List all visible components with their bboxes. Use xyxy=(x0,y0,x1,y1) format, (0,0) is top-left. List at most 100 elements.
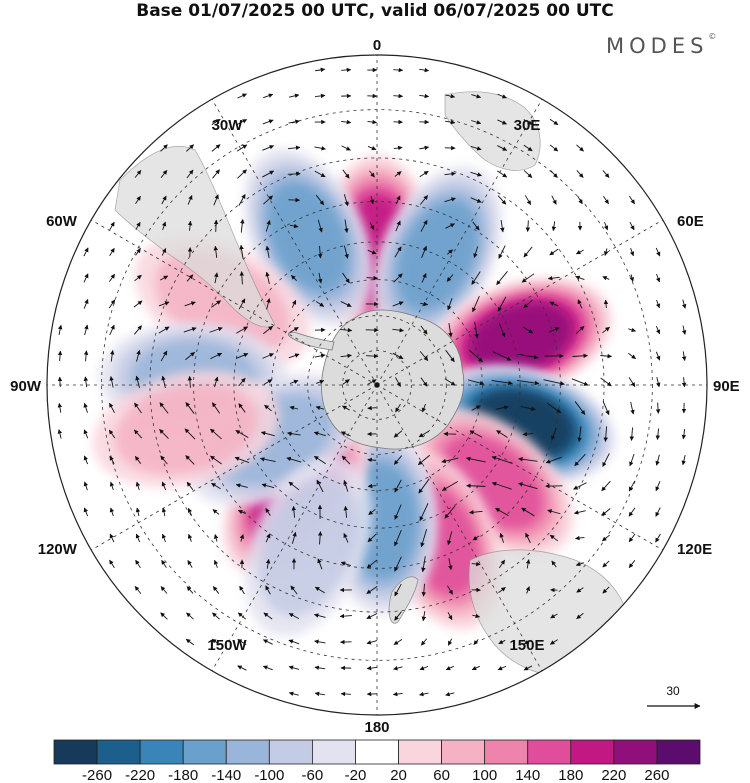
wind-vector xyxy=(135,248,141,256)
wind-vector xyxy=(394,171,402,177)
wind-vector xyxy=(421,583,427,597)
wind-vector xyxy=(575,325,585,335)
wind-vector xyxy=(602,586,610,594)
wind-vector xyxy=(57,402,63,413)
wind-vector xyxy=(545,456,562,464)
wind-vector xyxy=(469,510,483,515)
wind-vector xyxy=(109,481,115,491)
wind-vector xyxy=(286,456,302,463)
wind-vector xyxy=(160,612,168,620)
wind-vector xyxy=(287,145,301,150)
wind-vector xyxy=(187,375,193,388)
wind-vector xyxy=(134,274,142,282)
wind-vector xyxy=(576,144,584,152)
wind-vector xyxy=(601,534,610,542)
wind-vector xyxy=(471,561,481,567)
wind-vector xyxy=(495,507,509,517)
wind-vector xyxy=(393,145,403,151)
wind-vector xyxy=(187,507,193,516)
wind-vector xyxy=(549,248,559,256)
wind-vector xyxy=(134,170,142,178)
wind-vector xyxy=(491,455,513,464)
wind-vector xyxy=(213,559,219,568)
wind-vector xyxy=(83,376,89,388)
wind-vector xyxy=(421,273,427,283)
wind-vector xyxy=(342,169,350,179)
latitude-circle xyxy=(307,315,447,455)
wind-vector xyxy=(237,665,247,671)
colorbar-label: 20 xyxy=(390,767,407,783)
wind-vector xyxy=(286,431,301,436)
colorbar-swatch xyxy=(268,739,313,765)
wind-vector xyxy=(134,402,142,414)
longitude-label: 150E xyxy=(509,637,544,654)
wind-vector xyxy=(472,221,480,231)
wind-vector xyxy=(548,327,560,333)
wind-vector xyxy=(212,509,220,515)
wind-vector xyxy=(471,405,481,411)
latitude-circle xyxy=(342,350,412,420)
wind-vector xyxy=(161,507,167,517)
wind-vector xyxy=(518,482,538,490)
wind-vector xyxy=(367,249,377,255)
longitude-label: 90E xyxy=(713,378,740,395)
wind-vector xyxy=(524,639,532,645)
longitude-label: 30W xyxy=(212,117,244,134)
wind-vector xyxy=(628,480,636,492)
wind-vector xyxy=(500,220,505,233)
wind-vector xyxy=(420,638,428,646)
wind-vector xyxy=(262,639,273,645)
wind-vector xyxy=(187,220,193,231)
wind-vector xyxy=(497,170,508,178)
meridian-line xyxy=(211,384,378,671)
wind-vector xyxy=(602,560,610,568)
wind-vector xyxy=(395,377,401,388)
wind-vector xyxy=(235,429,249,439)
wind-vector xyxy=(393,665,403,671)
wind-vector xyxy=(342,379,350,385)
wind-vector xyxy=(135,507,141,517)
wind-vector xyxy=(577,426,582,443)
wind-vector xyxy=(211,144,221,152)
wind-vector xyxy=(83,429,89,439)
wind-vector xyxy=(367,533,377,543)
wind-vector xyxy=(471,271,481,285)
wind-vector xyxy=(109,559,115,569)
wind-vector xyxy=(239,244,244,259)
wind-vector xyxy=(136,349,141,362)
wind-vector xyxy=(523,299,533,309)
wind-vector xyxy=(367,119,377,125)
wind-vector xyxy=(392,327,405,333)
wind-vector xyxy=(601,508,611,516)
wind-vector xyxy=(471,120,482,125)
wind-vector xyxy=(211,482,221,490)
wind-vector xyxy=(550,613,558,619)
wind-vector xyxy=(158,301,170,307)
wind-vector xyxy=(212,612,220,620)
wind-vector xyxy=(83,299,89,309)
wind-vector xyxy=(366,665,377,671)
wind-vector xyxy=(317,531,323,545)
wind-vector xyxy=(498,639,506,645)
wind-vector xyxy=(109,376,114,388)
wind-vector xyxy=(629,248,635,257)
wind-vector xyxy=(655,454,660,466)
longitude-label: 60E xyxy=(677,213,704,230)
wind-vector xyxy=(160,586,168,594)
wind-vector xyxy=(369,170,375,178)
colorbar-label: -140 xyxy=(211,767,241,783)
wind-vector xyxy=(83,455,88,465)
wind-vector xyxy=(576,587,584,593)
wind-vector xyxy=(366,559,378,569)
wind-vector xyxy=(517,379,540,386)
wind-vector xyxy=(628,327,637,333)
wind-vector xyxy=(498,559,506,569)
wind-vector xyxy=(366,353,379,359)
wind-vector xyxy=(393,639,403,645)
wind-vector xyxy=(185,351,195,361)
colorbar-label: -100 xyxy=(254,767,284,783)
colorbar-label: 140 xyxy=(515,767,540,783)
wind-vector xyxy=(600,377,612,387)
wind-vector xyxy=(656,377,661,388)
wind-vector xyxy=(394,611,402,621)
